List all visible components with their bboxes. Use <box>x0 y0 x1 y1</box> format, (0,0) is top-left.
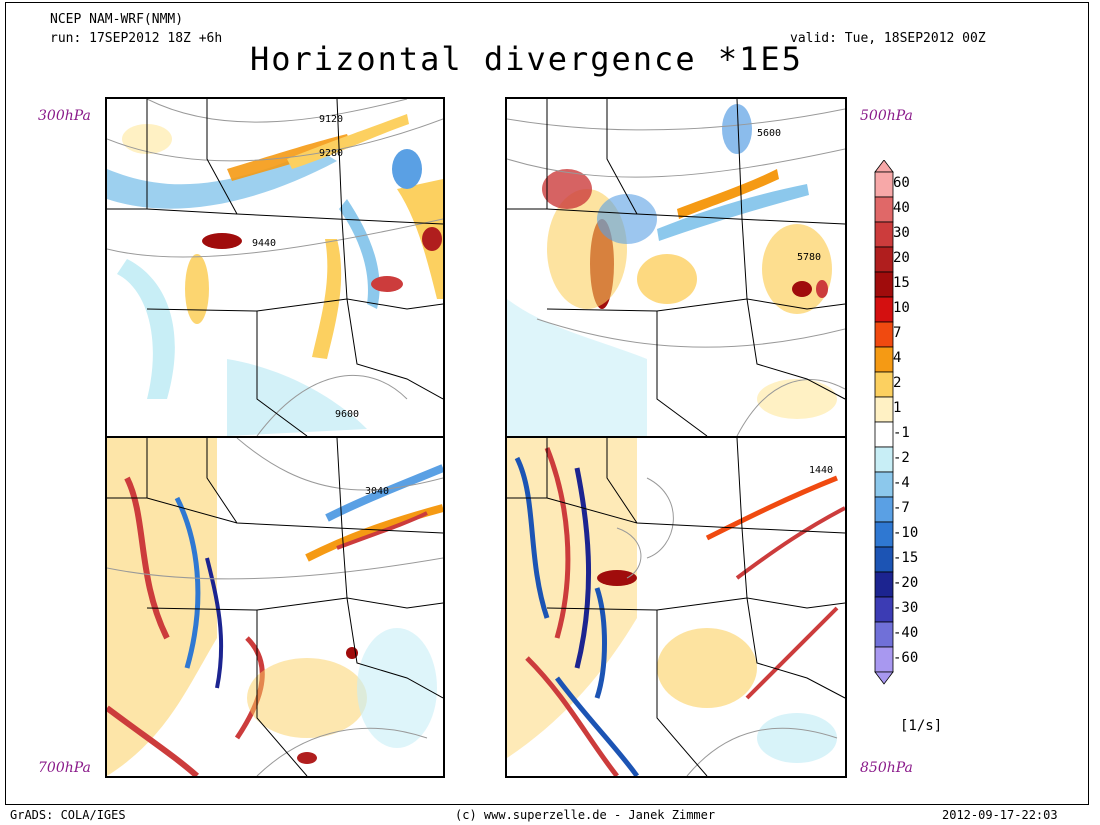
footer-timestamp: 2012-09-17-22:03 <box>942 808 1058 822</box>
colorbar-tick-label: -4 <box>893 475 910 491</box>
level-label-500: 500hPa <box>860 108 913 124</box>
colorbar-tick-label: 30 <box>893 225 910 241</box>
contour-label: 5780 <box>797 252 821 263</box>
colorbar-tick-label: -7 <box>893 500 910 516</box>
colorbar-cell <box>874 596 894 623</box>
level-label-850: 850hPa <box>860 760 913 776</box>
colorbar-cell <box>874 246 894 273</box>
colorbar-arrow-top <box>874 160 894 173</box>
colorbar-tick-label: 2 <box>893 375 902 391</box>
colorbar-tick-label: -20 <box>893 575 919 591</box>
colorbar-units: [1/s] <box>900 718 943 734</box>
colorbar-cell <box>874 371 894 398</box>
run-info: run: 17SEP2012 18Z +6h <box>50 31 223 46</box>
colorbar <box>874 160 894 685</box>
colorbar-cell <box>874 446 894 473</box>
contour-label: 9280 <box>319 148 343 159</box>
level-label-300: 300hPa <box>38 108 91 124</box>
colorbar-cell <box>874 171 894 198</box>
colorbar-cell <box>874 271 894 298</box>
contour-label: 5600 <box>757 128 781 139</box>
map-panel-300hpa: 9120 9280 9440 9600 <box>105 97 445 438</box>
colorbar-cell <box>874 321 894 348</box>
map-panel-700hpa: 3040 <box>105 436 445 778</box>
colorbar-tick-label: 15 <box>893 275 910 291</box>
colorbar-cell <box>874 621 894 648</box>
colorbar-tick-label: -2 <box>893 450 910 466</box>
colorbar-cell <box>874 521 894 548</box>
contour-label: 3040 <box>365 486 389 497</box>
colorbar-cell <box>874 421 894 448</box>
level-label-700: 700hPa <box>38 760 91 776</box>
colorbar-tick-label: 4 <box>893 350 902 366</box>
colorbar-tick-label: -40 <box>893 625 919 641</box>
colorbar-tick-label: 10 <box>893 300 910 316</box>
colorbar-tick-label: 20 <box>893 250 910 266</box>
model-name: NCEP NAM-WRF(NMM) <box>50 12 184 27</box>
colorbar-cell <box>874 546 894 573</box>
valid-time: valid: Tue, 18SEP2012 00Z <box>790 31 986 46</box>
colorbar-cell <box>874 496 894 523</box>
colorbar-tick-label: 60 <box>893 175 910 191</box>
map-panel-500hpa: 5600 5780 <box>505 97 847 438</box>
footer-credit: (c) www.superzelle.de - Janek Zimmer <box>455 808 716 822</box>
contour-label: 9120 <box>319 114 343 125</box>
contour-label: 1440 <box>809 465 833 476</box>
plot-frame <box>5 2 1089 805</box>
colorbar-cell <box>874 221 894 248</box>
chart-title: Horizontal divergence *1E5 <box>250 40 803 78</box>
colorbar-tick-label: -10 <box>893 525 919 541</box>
colorbar-tick-label: 7 <box>893 325 902 341</box>
colorbar-arrow-bottom <box>874 671 894 685</box>
colorbar-cell <box>874 346 894 373</box>
colorbar-cell <box>874 196 894 223</box>
contour-label: 9440 <box>252 238 276 249</box>
colorbar-cell <box>874 396 894 423</box>
map-panel-850hpa: 1440 <box>505 436 847 778</box>
colorbar-tick-label: 1 <box>893 400 902 416</box>
contour-label: 9600 <box>335 409 359 420</box>
colorbar-tick-label: -15 <box>893 550 919 566</box>
colorbar-tick-label: -1 <box>893 425 910 441</box>
colorbar-tick-label: -60 <box>893 650 919 666</box>
colorbar-tick-label: -30 <box>893 600 919 616</box>
footer-grads: GrADS: COLA/IGES <box>10 808 126 822</box>
colorbar-cell <box>874 571 894 598</box>
colorbar-tick-label: 40 <box>893 200 910 216</box>
colorbar-cell <box>874 296 894 323</box>
colorbar-cell <box>874 646 894 673</box>
colorbar-cell <box>874 471 894 498</box>
